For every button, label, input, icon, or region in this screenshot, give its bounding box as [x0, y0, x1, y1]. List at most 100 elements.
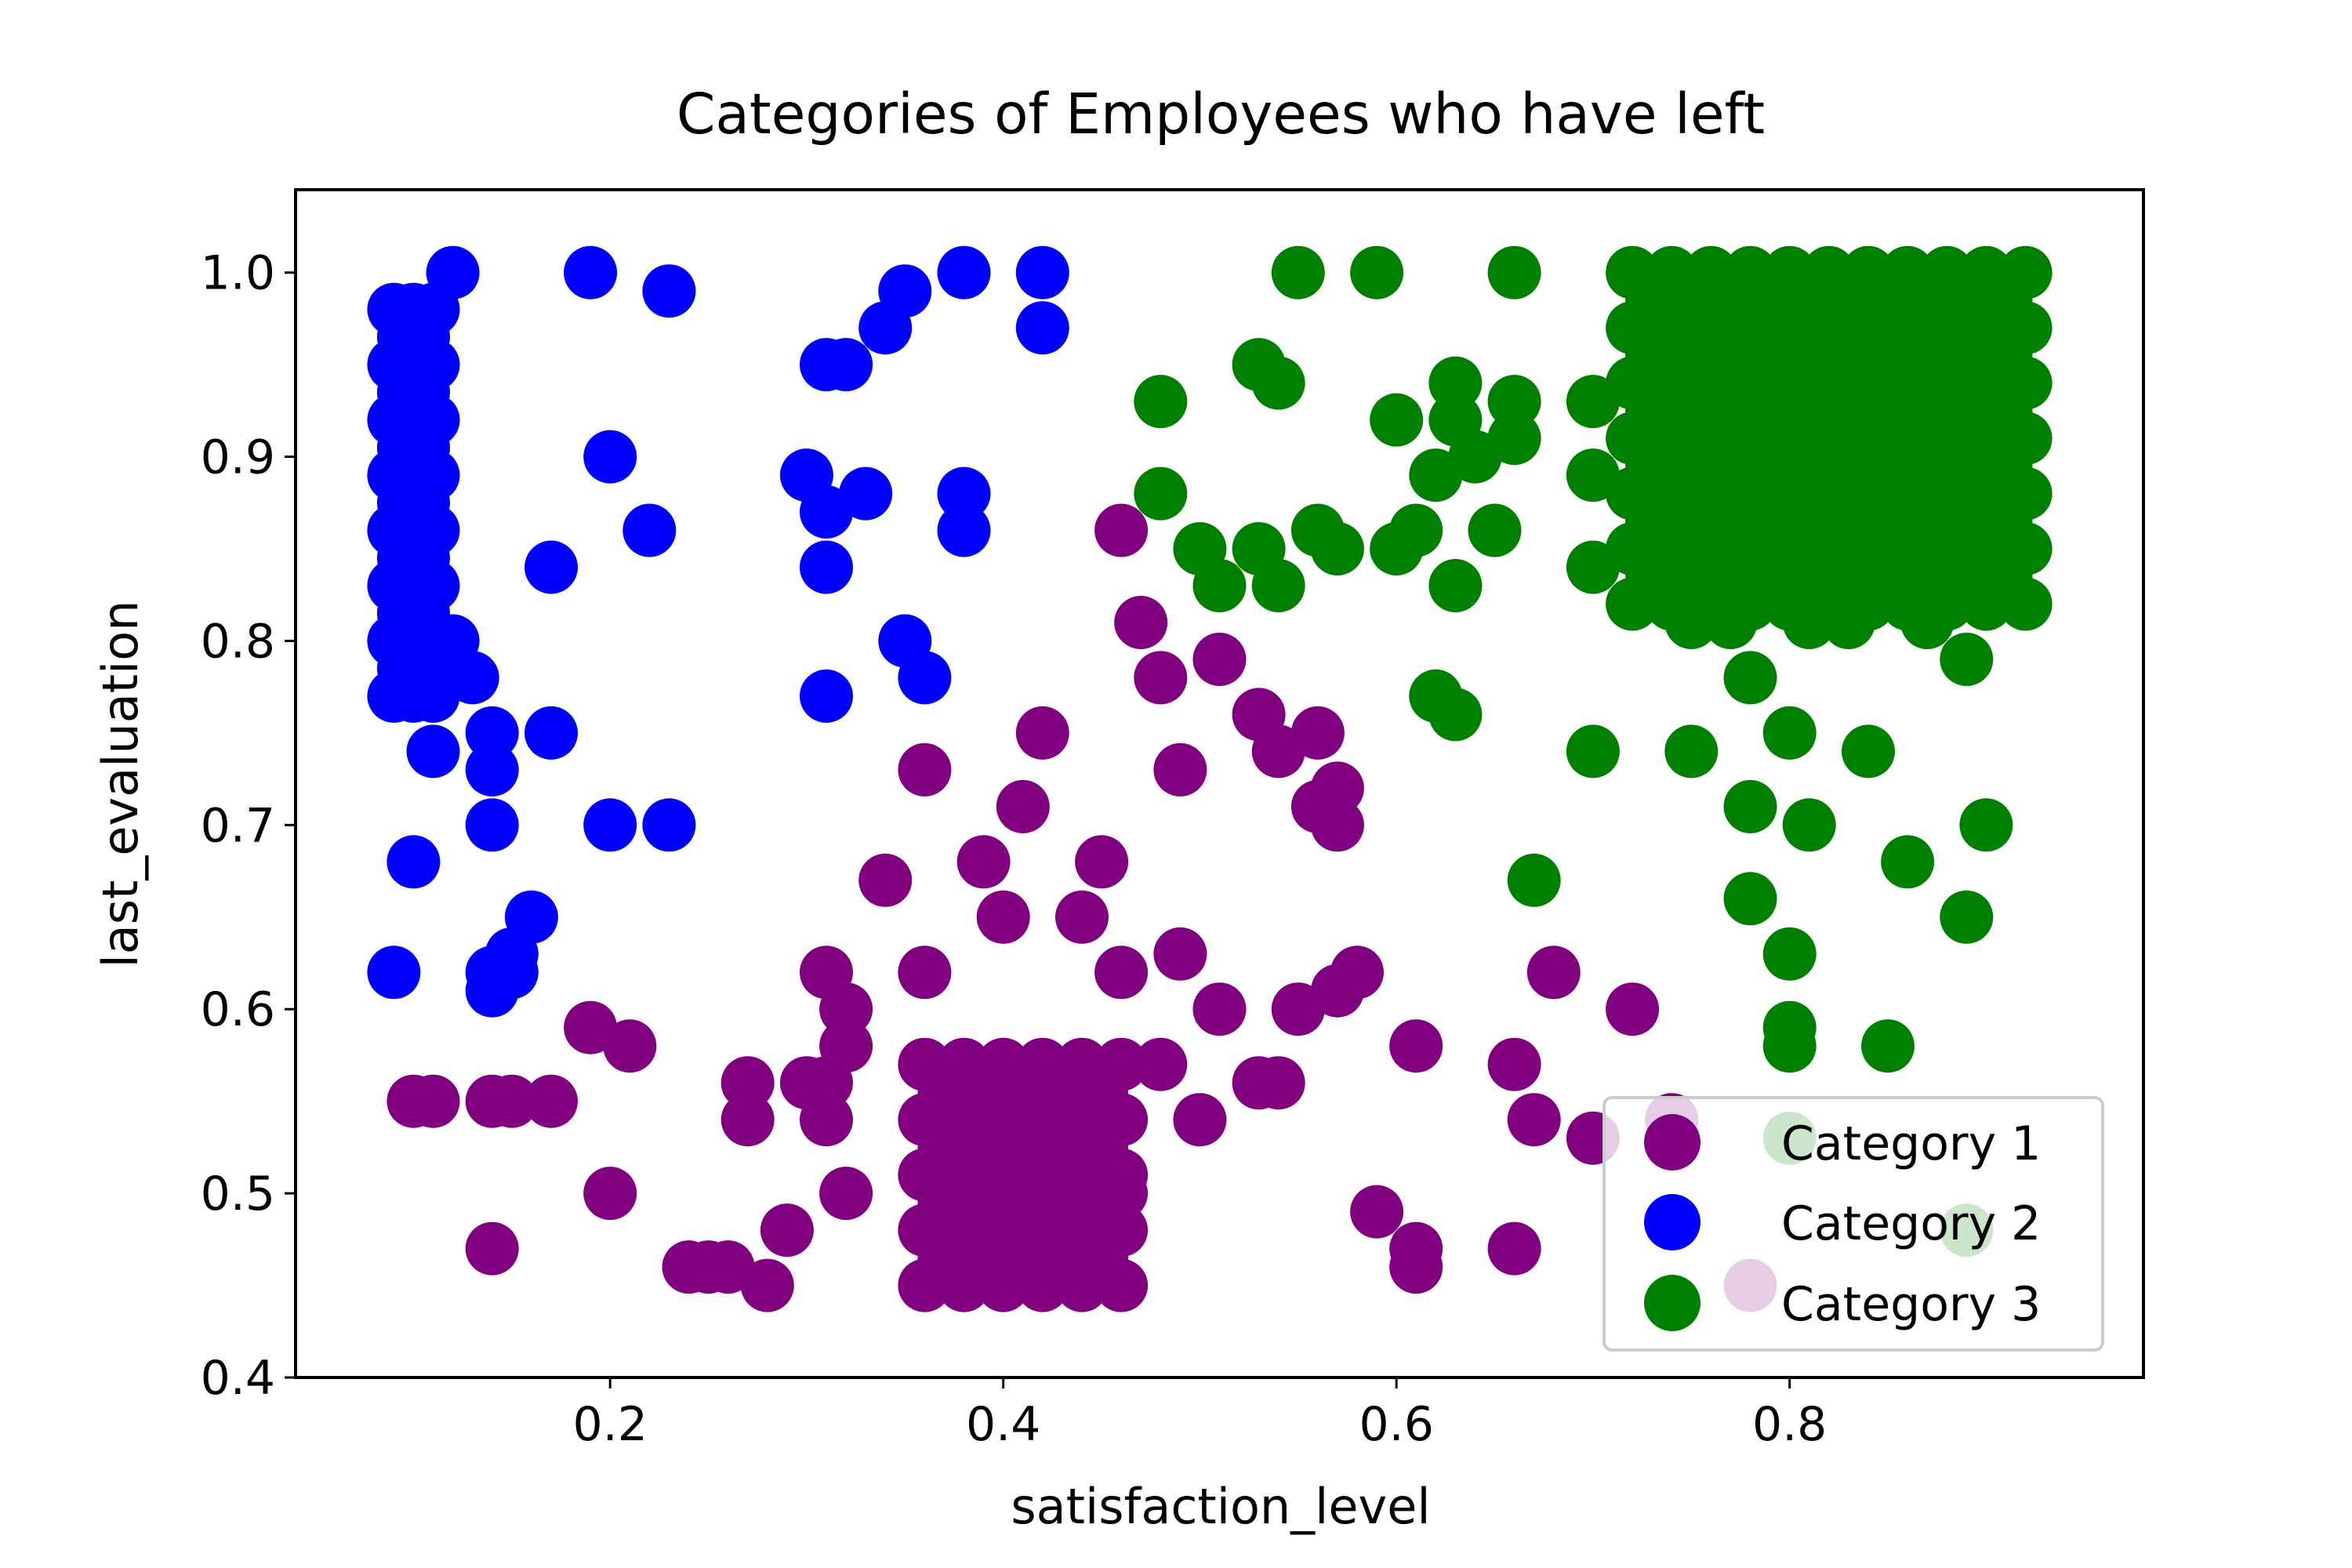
data-point	[642, 798, 696, 852]
data-point	[917, 1120, 971, 1174]
data-point	[1821, 383, 1875, 437]
y-tick-label: 0.6	[201, 982, 275, 1037]
data-point	[1487, 412, 1541, 466]
data-point	[1625, 383, 1679, 437]
data-point	[603, 1019, 657, 1073]
data-point	[1861, 494, 1915, 548]
data-point	[1762, 927, 1817, 981]
data-point	[1271, 245, 1325, 299]
data-point	[465, 706, 519, 760]
data-point	[1861, 273, 1915, 327]
y-axis-ticks: 0.4 0.5 0.6 0.7 0.8 0.9 1.0	[201, 246, 296, 1406]
data-point	[1743, 439, 1797, 493]
x-tick-label: 0.2	[572, 1397, 647, 1452]
data-point	[996, 1065, 1050, 1119]
data-point	[1664, 724, 1719, 779]
data-point	[956, 1175, 1011, 1229]
data-point	[1134, 466, 1188, 521]
data-point	[465, 798, 519, 852]
data-point	[1782, 550, 1836, 604]
data-point	[1290, 706, 1345, 760]
data-point	[1861, 383, 1915, 437]
data-point	[1979, 273, 2033, 327]
data-point	[387, 835, 441, 889]
data-point	[1723, 779, 1777, 833]
data-point	[1979, 494, 2033, 548]
data-point	[976, 890, 1030, 944]
data-point	[800, 669, 853, 723]
data-point	[1625, 273, 1679, 327]
data-point	[1782, 328, 1836, 383]
data-point	[1094, 946, 1149, 1000]
x-axis-label: satisfaction_level	[1011, 1478, 1430, 1535]
data-point	[465, 964, 519, 1018]
data-point	[1743, 383, 1797, 437]
data-point	[397, 365, 450, 419]
x-tick-label: 0.6	[1359, 1397, 1433, 1452]
data-point	[1625, 439, 1679, 493]
points-layer	[367, 245, 2053, 1312]
data-point	[956, 1120, 1011, 1174]
data-point	[1664, 550, 1719, 604]
data-point	[956, 1065, 1011, 1119]
chart-title: Categories of Employees who have left	[677, 82, 1765, 147]
data-point	[1900, 494, 1955, 548]
data-point	[937, 503, 991, 557]
data-point	[1310, 761, 1364, 815]
data-point	[1370, 393, 1424, 447]
data-point	[1035, 1231, 1089, 1285]
data-point	[1310, 798, 1364, 852]
data-point	[1782, 383, 1836, 437]
data-point	[720, 1093, 775, 1147]
data-point	[397, 420, 450, 474]
data-point	[1075, 1065, 1129, 1119]
data-point	[800, 1093, 853, 1147]
data-point	[858, 301, 913, 355]
data-point	[1173, 1093, 1227, 1147]
data-point	[1704, 383, 1758, 437]
data-point	[1782, 596, 1836, 649]
data-point	[1940, 550, 1994, 604]
y-tick-label: 0.5	[201, 1167, 275, 1221]
data-point	[1035, 1175, 1089, 1229]
data-point	[858, 853, 913, 907]
data-point	[397, 310, 450, 364]
data-point	[898, 651, 952, 705]
data-point	[1507, 853, 1561, 907]
data-point	[583, 430, 637, 484]
data-point	[524, 1074, 578, 1128]
legend-marker-category-2	[1644, 1194, 1700, 1250]
data-point	[524, 540, 578, 594]
data-point	[1743, 328, 1797, 383]
data-point	[1940, 328, 1994, 383]
data-point	[1134, 651, 1188, 705]
legend-label-category-1: Category 1	[1781, 1116, 2041, 1171]
data-point	[1704, 439, 1758, 493]
data-point	[1330, 946, 1384, 1000]
data-point	[1389, 1240, 1443, 1294]
data-point	[1704, 273, 1758, 327]
data-point	[1743, 273, 1797, 327]
data-point	[1940, 273, 1994, 327]
data-point	[1861, 328, 1915, 383]
data-point	[996, 1231, 1050, 1285]
data-point	[397, 531, 450, 585]
data-point	[1979, 328, 2033, 383]
data-point	[1821, 596, 1875, 649]
data-point	[1900, 596, 1955, 649]
data-point	[1821, 494, 1875, 548]
legend-label-category-2: Category 2	[1781, 1196, 2041, 1251]
data-point	[524, 706, 578, 760]
data-point	[1075, 1175, 1129, 1229]
data-point	[397, 586, 450, 641]
data-point	[819, 338, 873, 392]
data-point	[1035, 1120, 1089, 1174]
x-tick-label: 0.8	[1752, 1397, 1827, 1452]
data-point	[1704, 596, 1758, 649]
data-point	[1625, 328, 1679, 383]
y-tick-label: 0.7	[201, 798, 275, 853]
data-point	[1979, 550, 2033, 604]
data-point	[1782, 439, 1836, 493]
legend-marker-category-1	[1644, 1114, 1700, 1171]
